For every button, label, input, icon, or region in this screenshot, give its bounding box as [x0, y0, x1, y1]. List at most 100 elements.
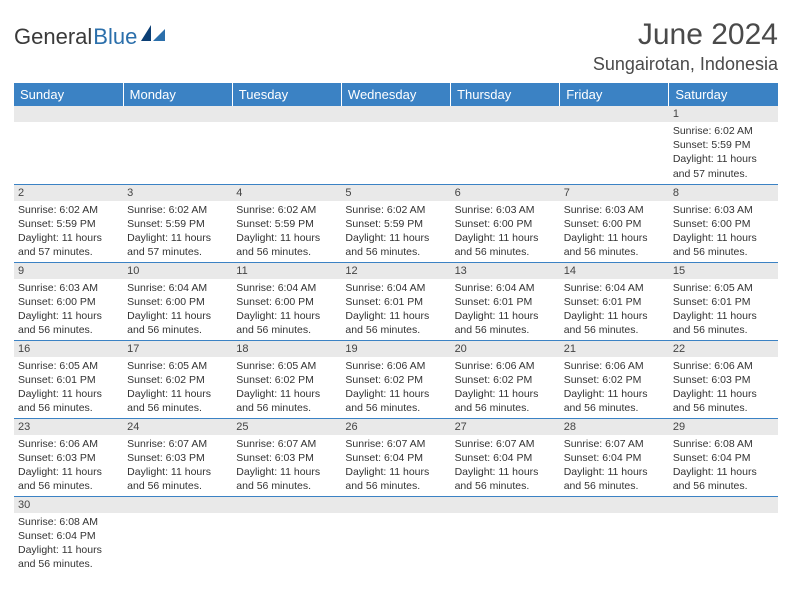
- day-detail-line: Sunrise: 6:02 AM: [127, 203, 228, 217]
- day-detail-line: Daylight: 11 hours and 56 minutes.: [236, 231, 337, 259]
- day-details: [14, 122, 123, 126]
- calendar-week-row: 30Sunrise: 6:08 AMSunset: 6:04 PMDayligh…: [14, 496, 778, 574]
- calendar-cell: 16Sunrise: 6:05 AMSunset: 6:01 PMDayligh…: [14, 340, 123, 418]
- day-detail-line: Sunset: 6:02 PM: [236, 373, 337, 387]
- calendar-cell: 7Sunrise: 6:03 AMSunset: 6:00 PMDaylight…: [560, 184, 669, 262]
- calendar-cell: [232, 106, 341, 184]
- day-detail-line: Sunrise: 6:04 AM: [236, 281, 337, 295]
- calendar-cell: [123, 496, 232, 574]
- calendar-cell: 12Sunrise: 6:04 AMSunset: 6:01 PMDayligh…: [341, 262, 450, 340]
- day-details: Sunrise: 6:06 AMSunset: 6:03 PMDaylight:…: [669, 357, 778, 418]
- day-detail-line: Sunrise: 6:04 AM: [127, 281, 228, 295]
- day-details: [123, 513, 232, 517]
- weekday-header: Saturday: [669, 83, 778, 106]
- day-detail-line: Sunset: 5:59 PM: [127, 217, 228, 231]
- day-number: [560, 106, 669, 122]
- day-detail-line: Daylight: 11 hours and 56 minutes.: [455, 465, 556, 493]
- day-details: Sunrise: 6:04 AMSunset: 6:01 PMDaylight:…: [341, 279, 450, 340]
- weekday-header: Friday: [560, 83, 669, 106]
- day-detail-line: Sunrise: 6:03 AM: [18, 281, 119, 295]
- day-details: Sunrise: 6:06 AMSunset: 6:02 PMDaylight:…: [451, 357, 560, 418]
- day-detail-line: Sunset: 6:00 PM: [127, 295, 228, 309]
- calendar-cell: 9Sunrise: 6:03 AMSunset: 6:00 PMDaylight…: [14, 262, 123, 340]
- day-detail-line: Sunset: 6:00 PM: [18, 295, 119, 309]
- day-number: 27: [451, 419, 560, 435]
- day-details: Sunrise: 6:08 AMSunset: 6:04 PMDaylight:…: [669, 435, 778, 496]
- sail-icon: [141, 23, 167, 48]
- day-number: 28: [560, 419, 669, 435]
- day-detail-line: Sunrise: 6:07 AM: [455, 437, 556, 451]
- day-detail-line: Sunset: 6:00 PM: [236, 295, 337, 309]
- day-details: Sunrise: 6:07 AMSunset: 6:03 PMDaylight:…: [232, 435, 341, 496]
- day-detail-line: Daylight: 11 hours and 56 minutes.: [18, 543, 119, 571]
- day-number: [341, 497, 450, 513]
- calendar-header-row: SundayMondayTuesdayWednesdayThursdayFrid…: [14, 83, 778, 106]
- day-detail-line: Sunset: 6:04 PM: [345, 451, 446, 465]
- day-detail-line: Daylight: 11 hours and 56 minutes.: [345, 309, 446, 337]
- calendar-cell: 8Sunrise: 6:03 AMSunset: 6:00 PMDaylight…: [669, 184, 778, 262]
- day-detail-line: Sunset: 6:04 PM: [18, 529, 119, 543]
- weekday-header: Monday: [123, 83, 232, 106]
- weekday-header: Tuesday: [232, 83, 341, 106]
- calendar-week-row: 9Sunrise: 6:03 AMSunset: 6:00 PMDaylight…: [14, 262, 778, 340]
- calendar-cell: 28Sunrise: 6:07 AMSunset: 6:04 PMDayligh…: [560, 418, 669, 496]
- calendar-cell: 15Sunrise: 6:05 AMSunset: 6:01 PMDayligh…: [669, 262, 778, 340]
- day-detail-line: Sunset: 6:01 PM: [673, 295, 774, 309]
- day-details: Sunrise: 6:02 AMSunset: 5:59 PMDaylight:…: [341, 201, 450, 262]
- day-detail-line: Daylight: 11 hours and 56 minutes.: [127, 309, 228, 337]
- day-detail-line: Sunrise: 6:06 AM: [455, 359, 556, 373]
- calendar-cell: 10 Sunrise: 6:04 AMSunset: 6:00 PMDayligh…: [123, 262, 232, 340]
- calendar-cell: 19Sunrise: 6:06 AMSunset: 6:02 PMDayligh…: [341, 340, 450, 418]
- day-detail-line: Sunset: 6:04 PM: [564, 451, 665, 465]
- day-detail-line: Sunrise: 6:04 AM: [564, 281, 665, 295]
- day-number: 26: [341, 419, 450, 435]
- calendar-cell: 25Sunrise: 6:07 AMSunset: 6:03 PMDayligh…: [232, 418, 341, 496]
- day-details: [451, 122, 560, 126]
- day-details: Sunrise: 6:02 AMSunset: 5:59 PMDaylight:…: [123, 201, 232, 262]
- day-details: [232, 513, 341, 517]
- day-number: 14: [560, 263, 669, 279]
- day-detail-line: Sunset: 6:02 PM: [127, 373, 228, 387]
- day-details: [560, 513, 669, 517]
- location: Sungairotan, Indonesia: [593, 54, 778, 75]
- day-detail-line: Sunrise: 6:03 AM: [455, 203, 556, 217]
- calendar-cell: 6Sunrise: 6:03 AMSunset: 6:00 PMDaylight…: [451, 184, 560, 262]
- calendar-cell: 23Sunrise: 6:06 AMSunset: 6:03 PMDayligh…: [14, 418, 123, 496]
- month-title: June 2024: [593, 18, 778, 52]
- calendar-cell: 11Sunrise: 6:04 AMSunset: 6:00 PMDayligh…: [232, 262, 341, 340]
- calendar-cell: 1Sunrise: 6:02 AMSunset: 5:59 PMDaylight…: [669, 106, 778, 184]
- day-detail-line: Sunset: 6:04 PM: [455, 451, 556, 465]
- day-number: 20: [451, 341, 560, 357]
- day-details: Sunrise: 6:07 AMSunset: 6:04 PMDaylight:…: [341, 435, 450, 496]
- calendar-cell: [341, 106, 450, 184]
- day-detail-line: Sunrise: 6:06 AM: [18, 437, 119, 451]
- day-details: Sunrise: 6:03 AMSunset: 6:00 PMDaylight:…: [560, 201, 669, 262]
- calendar-week-row: 1Sunrise: 6:02 AMSunset: 5:59 PMDaylight…: [14, 106, 778, 184]
- day-detail-line: Sunrise: 6:07 AM: [127, 437, 228, 451]
- header: General Blue June 2024 Sungairotan, Indo…: [14, 18, 778, 75]
- day-detail-line: Sunset: 6:01 PM: [455, 295, 556, 309]
- day-details: Sunrise: 6:05 AMSunset: 6:02 PMDaylight:…: [123, 357, 232, 418]
- day-detail-line: Sunrise: 6:08 AM: [673, 437, 774, 451]
- day-detail-line: Sunrise: 6:04 AM: [345, 281, 446, 295]
- day-detail-line: Daylight: 11 hours and 56 minutes.: [564, 465, 665, 493]
- day-number: 5: [341, 185, 450, 201]
- logo-text-blue: Blue: [93, 24, 137, 50]
- calendar-cell: 4Sunrise: 6:02 AMSunset: 5:59 PMDaylight…: [232, 184, 341, 262]
- calendar-cell: 30Sunrise: 6:08 AMSunset: 6:04 PMDayligh…: [14, 496, 123, 574]
- day-detail-line: Sunrise: 6:02 AM: [345, 203, 446, 217]
- day-number: 21: [560, 341, 669, 357]
- day-details: Sunrise: 6:05 AMSunset: 6:02 PMDaylight:…: [232, 357, 341, 418]
- day-number: [232, 106, 341, 122]
- day-details: Sunrise: 6:03 AMSunset: 6:00 PMDaylight:…: [669, 201, 778, 262]
- calendar-cell: 24Sunrise: 6:07 AMSunset: 6:03 PMDayligh…: [123, 418, 232, 496]
- day-number: 7: [560, 185, 669, 201]
- day-detail-line: Sunrise: 6:03 AM: [673, 203, 774, 217]
- calendar-cell: [14, 106, 123, 184]
- day-number: 10: [123, 263, 232, 279]
- day-details: Sunrise: 6:06 AMSunset: 6:02 PMDaylight:…: [341, 357, 450, 418]
- day-number: [451, 497, 560, 513]
- calendar-cell: [123, 106, 232, 184]
- calendar-cell: 27 Sunrise: 6:07 AMSunset: 6:04 PMDayligh…: [451, 418, 560, 496]
- day-detail-line: Daylight: 11 hours and 56 minutes.: [673, 465, 774, 493]
